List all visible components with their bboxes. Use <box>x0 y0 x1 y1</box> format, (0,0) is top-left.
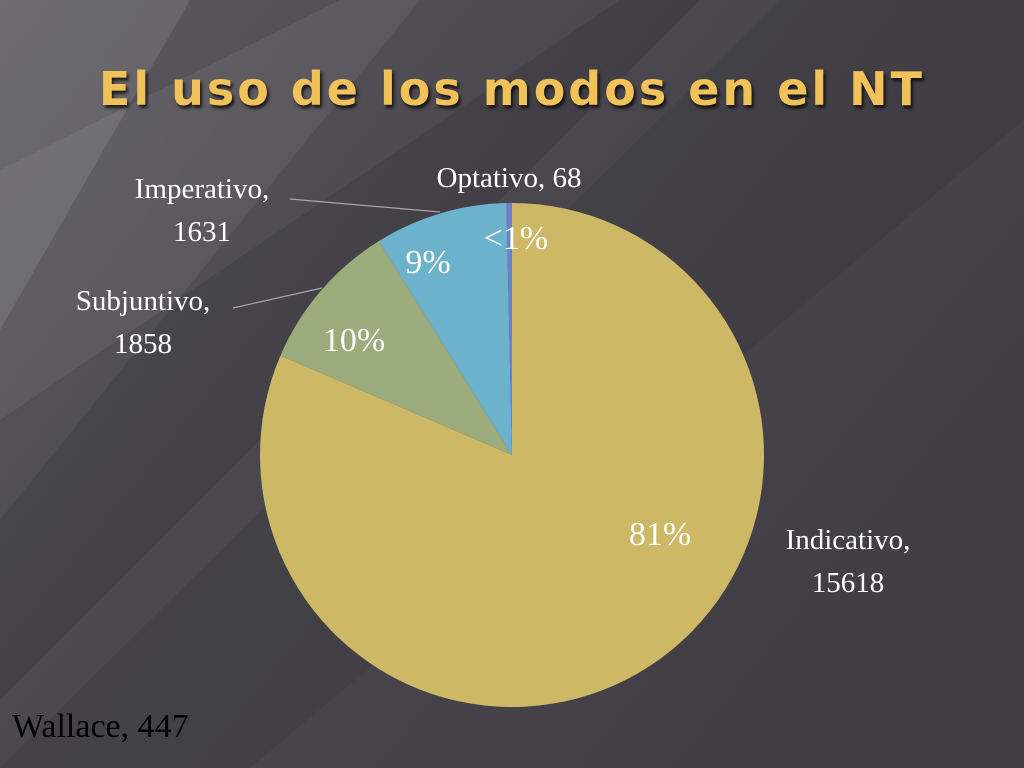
category-label-subjuntivo: Subjuntivo, <box>76 285 211 317</box>
percent-label-subjuntivo: 10% <box>323 322 385 359</box>
percent-label-imperativo: 9% <box>405 244 450 281</box>
pie-slice-indicativo <box>259 203 764 707</box>
leader-line-subjuntivo <box>232 287 323 309</box>
source-citation: Wallace, 447 <box>12 708 189 745</box>
slide-title: El uso de los modos en el NT <box>98 62 926 116</box>
category-label-optativo: Optativo, 68 <box>437 162 582 194</box>
pie-slice-imperativo <box>378 203 512 455</box>
value-label-indicativo: 15618 <box>812 567 885 599</box>
pie-slice-subjuntivo <box>280 241 512 455</box>
percent-label-optativo: <1% <box>484 220 549 257</box>
value-label-subjuntivo: 1858 <box>114 328 172 360</box>
category-label-imperativo: Imperativo, <box>135 173 269 205</box>
category-label-indicativo: Indicativo, <box>786 524 911 556</box>
pie-slice-optativo <box>506 202 512 455</box>
leader-line-imperativo <box>289 198 441 213</box>
value-label-imperativo: 1631 <box>173 216 231 248</box>
percent-label-indicativo: 81% <box>629 516 691 553</box>
